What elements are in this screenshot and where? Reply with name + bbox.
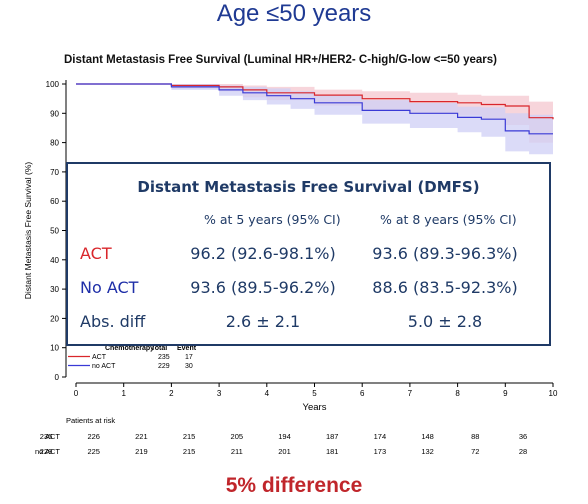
risk-cell: 229 [40,447,53,456]
legend-name: ACT [92,354,107,361]
risk-cell: 148 [421,432,434,441]
risk-cell: 194 [278,432,291,441]
summary-row-diff-5yr: 2.6 ± 2.1 [225,312,301,331]
y-axis-label: Distant Metastasis Free Survival (%) [23,162,33,300]
summary-row-act-label: ACT [80,244,112,263]
x-axis-label: Years [303,402,327,413]
x-tick-label: 1 [121,389,126,398]
ci-band-act [76,84,553,146]
risk-table-title: Patients at risk [66,416,115,425]
risk-cell: 235 [40,432,53,441]
page-title: Age ≤50 years [216,0,372,27]
x-tick-label: 6 [360,389,365,398]
x-tick-label: 9 [503,389,508,398]
risk-cell: 72 [471,447,479,456]
risk-row-label: no ACT [35,447,60,456]
risk-cell: 132 [421,447,434,456]
axes: 0 10 20 30 40 50 60 70 80 90 100 0 1 2 3 4 5 6 7 8 9 10 Years D… [23,80,558,413]
difference-caption: 5% difference [225,474,363,497]
legend-event: 30 [185,363,193,370]
y-tick-label: 90 [50,109,59,118]
x-tick-label: 8 [455,389,460,398]
risk-cell: 201 [278,447,291,456]
risk-cell: 219 [135,447,148,456]
x-tick-label: 0 [74,389,79,398]
x-tick-label: 4 [265,389,270,398]
risk-cell: 225 [87,447,100,456]
risk-cell: 181 [326,447,339,456]
risk-cell: 28 [519,447,527,456]
legend-header: Event [177,345,197,352]
survival-line-act [76,83,554,120]
summary-title: Distant Metastasis Free Survival (DMFS) [137,178,480,196]
x-tick-label: 10 [549,389,558,398]
y-tick-label: 70 [50,168,59,177]
legend-name: no ACT [92,363,116,370]
summary-row-act-8yr: 93.6 (89.3-96.3%) [372,244,518,263]
y-tick-label: 30 [50,285,59,294]
x-tick-label: 2 [169,389,174,398]
survival-lines [76,83,554,135]
x-tick-label: 7 [408,389,413,398]
summary-row-noact-5yr: 93.6 (89.5-96.2%) [190,278,336,297]
risk-cell: 226 [87,432,100,441]
y-tick-label: 80 [50,139,59,148]
risk-cell: 174 [374,432,387,441]
dmfs-summary-box: Distant Metastasis Free Survival (DMFS) … [66,162,551,346]
legend-total: 229 [158,363,170,370]
risk-cell: 215 [183,447,196,456]
confidence-bands [76,84,553,155]
risk-cell: 211 [231,447,243,456]
summary-row-act-5yr: 96.2 (92.6-98.1%) [190,244,336,263]
legend-event: 17 [185,354,193,361]
risk-cell: 215 [183,432,196,441]
y-tick-label: 100 [46,80,60,89]
summary-row-noact-8yr: 88.6 (83.5-92.3%) [372,278,518,297]
summary-row-diff-label: Abs. diff [80,312,146,331]
risk-cell: 36 [519,432,527,441]
summary-col-5yr: % at 5 years (95% CI) [204,212,341,227]
risk-cell: 187 [326,432,339,441]
legend-total: 235 [158,354,170,361]
risk-row-label: ACT [45,432,60,441]
x-tick-label: 3 [217,389,222,398]
x-tick-label: 5 [312,389,317,398]
ci-band-no-act [76,84,553,155]
legend-header: Total [151,345,167,352]
y-tick-label: 40 [50,256,59,265]
plot-title: Distant Metastasis Free Survival (Lumina… [64,54,497,66]
risk-cell: 205 [231,432,244,441]
summary-col-8yr: % at 8 years (95% CI) [380,212,517,227]
y-tick-label: 10 [50,344,59,353]
y-tick-label: 0 [55,373,60,382]
risk-cell: 221 [135,432,148,441]
legend-header: Chemotherapy [105,345,154,352]
summary-row-diff-8yr: 5.0 ± 2.8 [407,312,483,331]
y-tick-label: 20 [50,314,59,323]
survival-line-no-act [76,83,553,135]
risk-cell: 88 [471,432,479,441]
y-tick-label: 50 [50,227,59,236]
risk-cell: 173 [374,447,387,456]
summary-row-noact-label: No ACT [80,278,139,297]
y-tick-label: 60 [50,197,59,206]
